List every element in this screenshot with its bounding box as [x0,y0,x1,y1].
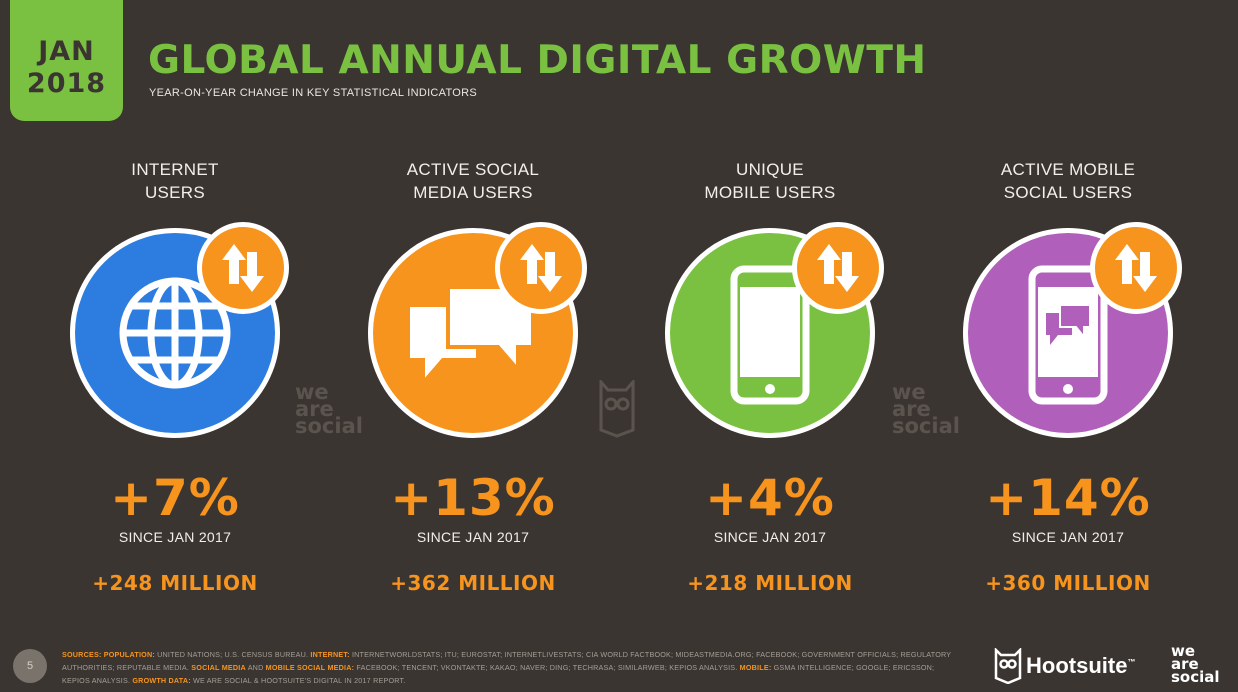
metric-label: INTERNET USERS [131,160,219,202]
mobile-social-media-label: MOBILE SOCIAL MEDIA: [265,663,355,672]
we-are-social-watermark: we are social [892,380,960,438]
hootsuite-wordmark: Hootsuite™ [1026,653,1136,678]
metric-change-percent: +7% [110,469,240,527]
metric-label: ACTIVE SOCIAL MEDIA USERS [406,160,540,202]
metric-since: SINCE JAN 2017 [416,529,530,545]
hootsuite-owl-icon [994,646,1022,685]
metric-change-percent: +13% [390,469,556,527]
hootsuite-logo: Hootsuite™ [994,646,1135,685]
sources-text: SOURCES: POPULATION: UNITED NATIONS; U.S… [62,648,962,687]
metric-absolute-change: +218 MILLION [687,571,853,595]
up-down-arrows-icon [1115,244,1157,292]
page-subtitle: YEAR-ON-YEAR CHANGE IN KEY STATISTICAL I… [149,87,478,99]
metric-absolute-change: +360 MILLION [985,571,1151,595]
up-down-arrows-icon [520,244,562,292]
metric-unique-mobile-users: UNIQUE MOBILE USERS +4% SINCE JAN 2017 +… [620,0,920,620]
date-month: JAN [38,36,95,67]
sources-label: SOURCES: [62,650,102,659]
metric-absolute-change: +248 MILLION [92,571,258,595]
population-label: POPULATION: [103,650,155,659]
growth-data-label: GROWTH DATA: [132,676,191,685]
date-year: 2018 [26,68,107,99]
growth-arrows-badge [495,222,587,314]
and-text: AND [247,663,264,672]
we-are-social-logo: we are social [1171,642,1220,686]
metric-label: UNIQUE MOBILE USERS [704,160,836,202]
metric-icon-circle [70,228,280,438]
we-are-social-watermark: we are social [295,380,363,438]
chat-bubbles-icon [406,285,535,389]
population-sources: UNITED NATIONS; U.S. CENSUS BUREAU. [157,650,309,659]
metric-absolute-change: +362 MILLION [390,571,556,595]
social-sources: FACEBOOK; TENCENT; VKONTAKTE; KAKAO; NAV… [356,663,738,672]
metric-active-social-media-users: ACTIVE SOCIAL MEDIA USERS +13% SINCE JAN… [323,0,623,620]
metric-since: SINCE JAN 2017 [713,529,827,545]
metric-active-mobile-social-users: ACTIVE MOBILE SOCIAL USERS +14% SINCE JA… [918,0,1218,620]
up-down-arrows-icon [817,244,859,292]
metric-since: SINCE JAN 2017 [118,529,232,545]
mobile-chat-icon [1028,265,1108,405]
growth-arrows-badge [792,222,884,314]
metric-since: SINCE JAN 2017 [1011,529,1125,545]
mobile-sources: GSMA INTELLIGENCE; GOOGLE; ERICSSON; KEP… [62,663,935,685]
growth-arrows-badge [197,222,289,314]
page-title: GLOBAL ANNUAL DIGITAL GROWTH [148,38,927,83]
metric-label: ACTIVE MOBILE SOCIAL USERS [1000,160,1136,202]
metric-change-percent: +4% [705,469,835,527]
mobile-phone-icon [730,265,810,405]
mobile-label: MOBILE: [739,663,772,672]
growth-sources: WE ARE SOCIAL & HOOTSUITE'S DIGITAL IN 2… [193,676,406,685]
metric-change-percent: +14% [985,469,1151,527]
social-media-label: SOCIAL MEDIA [191,663,246,672]
page-number: 5 [13,649,47,683]
metric-icon-circle [665,228,875,438]
globe-icon [119,277,231,389]
hootsuite-owl-watermark-icon [599,380,635,438]
up-down-arrows-icon [222,244,264,292]
internet-label: INTERNET: [310,650,350,659]
growth-arrows-badge [1090,222,1182,314]
metric-internet-users: INTERNET USERS +7% SINCE JAN 2017 +248 M… [25,0,325,620]
internet-sources: INTERNETWORLDSTATS; ITU; EUROSTAT; INTER… [62,650,952,672]
trademark: ™ [1127,657,1136,667]
date-badge: JAN 2018 [10,0,123,121]
